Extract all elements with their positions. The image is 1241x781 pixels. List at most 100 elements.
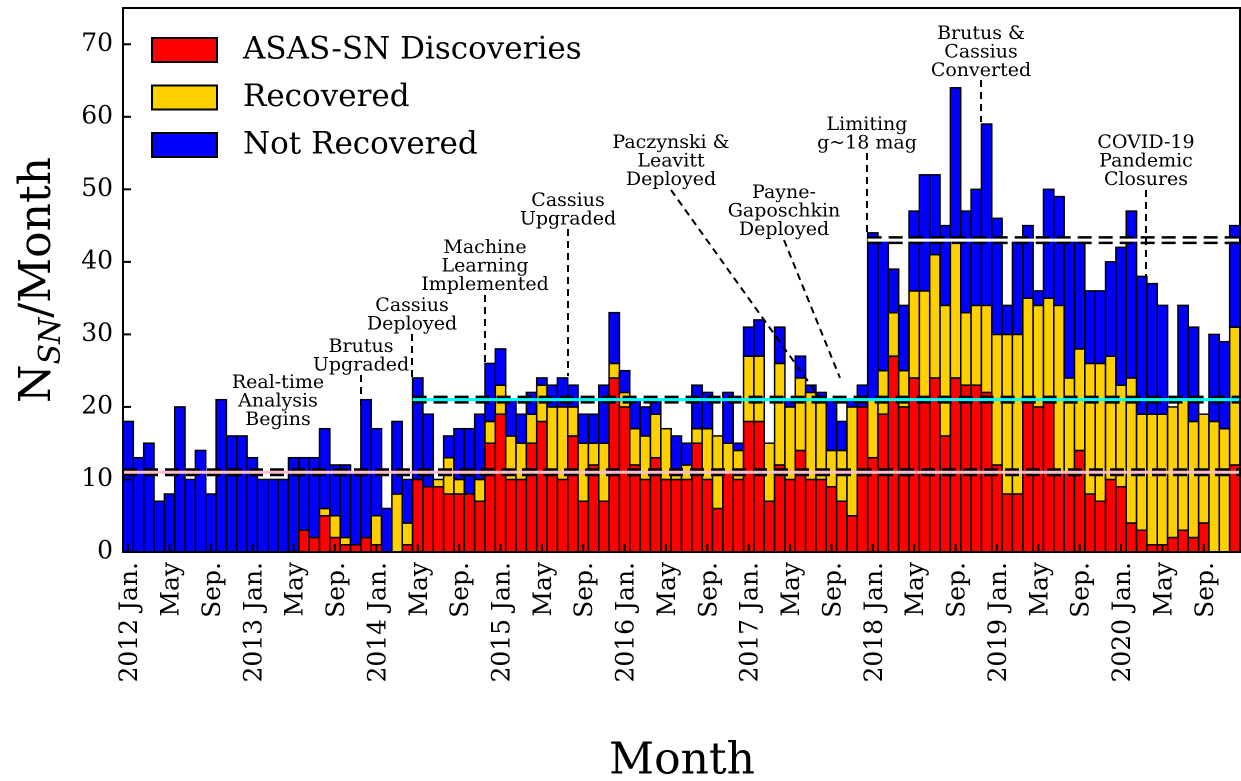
legend-swatch: [151, 37, 218, 63]
x-tick-label: 2017 Jan.: [735, 562, 764, 683]
bar-segment: [608, 377, 621, 553]
bar-segment: [794, 377, 807, 452]
bar-segment: [494, 348, 507, 386]
bar-segment: [1177, 529, 1190, 553]
bar-segment: [763, 500, 776, 553]
bar-segment: [1022, 224, 1034, 299]
bar-segment: [1104, 478, 1117, 553]
bar-segment: [629, 398, 641, 430]
bar-segment: [546, 406, 559, 473]
bar-segment: [970, 188, 983, 307]
bar-segment: [639, 406, 652, 437]
bar-segment: [535, 377, 548, 386]
bar-segment: [815, 478, 828, 553]
bar-segment: [184, 478, 197, 553]
bar-segment: [1094, 290, 1107, 365]
bar-segment: [949, 239, 962, 379]
y-label-rest: /Month: [10, 157, 61, 318]
bar-segment: [773, 326, 786, 365]
bar-segment: [504, 398, 517, 437]
bar-segment: [1125, 522, 1138, 553]
annotation-text: g~18 mag: [817, 132, 917, 154]
bar-segment: [401, 522, 414, 546]
bar-segment: [225, 435, 238, 553]
bar-segment: [515, 478, 528, 553]
annotation-text: Upgraded: [520, 208, 616, 230]
annotation-text: Cassius: [375, 294, 448, 316]
y-tick-label: 40: [81, 245, 113, 274]
legend-label: Not Recovered: [243, 126, 478, 162]
bar-segment: [494, 413, 507, 553]
bar-segment: [887, 311, 900, 357]
bar-segment: [1073, 239, 1086, 350]
bar-segment: [908, 377, 921, 553]
annotation-text: Cassius: [944, 41, 1017, 63]
annotations: Real-timeAnalysisBeginsBrutusUpgradedCas…: [232, 22, 1195, 430]
bar-segment: [587, 442, 600, 466]
y-axis-label: NSN/Month: [10, 157, 68, 403]
bar-segment: [691, 427, 703, 444]
bar-segment: [618, 369, 631, 394]
bar-segment: [970, 304, 983, 386]
bar-segment: [370, 514, 383, 546]
bar-segment: [587, 413, 600, 444]
bar-segment: [991, 464, 1003, 553]
bar-segment: [360, 536, 372, 553]
bar-segment: [1166, 536, 1179, 553]
legend-label: ASAS-SN Discoveries: [242, 31, 582, 67]
bar-segment: [422, 485, 435, 553]
bar-segment: [473, 478, 486, 502]
bar-segment: [918, 174, 931, 292]
bar-segment: [339, 536, 352, 546]
bar-segment: [163, 493, 176, 553]
bar-segment: [949, 377, 962, 553]
bar-segment: [753, 420, 765, 553]
x-tick-label: May: [1024, 561, 1053, 617]
x-tick-label: Sep.: [445, 562, 474, 618]
legend-swatch: [151, 132, 218, 158]
bar-segment: [711, 507, 724, 553]
bar-segment: [1042, 297, 1055, 401]
bar-segment: [877, 239, 890, 372]
bar-segment: [629, 427, 641, 466]
bar-segment: [980, 123, 993, 307]
annotation-text: Upgraded: [313, 354, 409, 376]
bar-segment: [577, 413, 590, 444]
bar-segment: [691, 442, 703, 553]
bar-segment: [1208, 420, 1221, 553]
x-tick-label: Sep.: [1190, 562, 1219, 618]
bar-segment: [856, 406, 869, 553]
bar-segment: [825, 398, 838, 452]
bar-segment: [432, 478, 445, 488]
bar-segment: [453, 493, 466, 553]
annotation-text: Leavitt: [637, 150, 705, 172]
annotation-text: Paczynski &: [612, 131, 729, 153]
bar-segment: [432, 485, 445, 553]
bar-segment: [1084, 290, 1096, 365]
bar-segment: [1073, 449, 1086, 553]
annotation-text: Converted: [931, 59, 1031, 81]
bar-segment: [1115, 246, 1127, 386]
x-tick-label: Sep.: [321, 562, 350, 618]
annotation-text: Pandemic: [1099, 150, 1193, 172]
bar-segment: [380, 507, 393, 553]
bar-segment: [1218, 340, 1231, 430]
bar-segment: [670, 435, 683, 473]
annotation-text: Learning: [442, 255, 529, 277]
bar-segment: [598, 500, 610, 553]
bar-segment: [153, 500, 166, 553]
bar-segment: [142, 442, 155, 553]
bar-segment: [1063, 377, 1076, 473]
annotation-text: Deployed: [739, 218, 829, 240]
x-tick-label: Sep.: [693, 562, 722, 618]
bar-segment: [639, 478, 652, 553]
bar-segment: [204, 493, 217, 553]
bar-segment: [846, 514, 859, 553]
bar-segment: [980, 304, 993, 394]
bar-segment: [1156, 304, 1169, 415]
bar-segment: [866, 398, 879, 459]
bar-segment: [804, 478, 817, 553]
bar-segment: [463, 427, 476, 495]
annotation-text: Cassius: [531, 189, 604, 211]
bar-segment: [835, 420, 848, 452]
